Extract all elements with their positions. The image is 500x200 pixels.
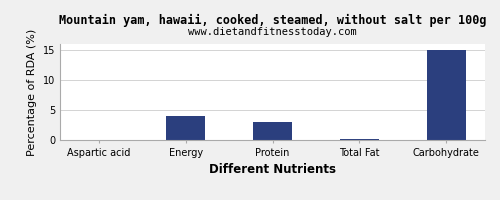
- Bar: [253, 122, 292, 140]
- X-axis label: Different Nutrients: Different Nutrients: [209, 163, 336, 176]
- Bar: [166, 116, 205, 140]
- Y-axis label: Percentage of RDA (%): Percentage of RDA (%): [27, 28, 37, 156]
- Text: Mountain yam, hawaii, cooked, steamed, without salt per 100g: Mountain yam, hawaii, cooked, steamed, w…: [59, 14, 486, 27]
- Text: www.dietandfitnesstoday.com: www.dietandfitnesstoday.com: [188, 27, 357, 37]
- Bar: [340, 139, 379, 140]
- Bar: [426, 50, 466, 140]
